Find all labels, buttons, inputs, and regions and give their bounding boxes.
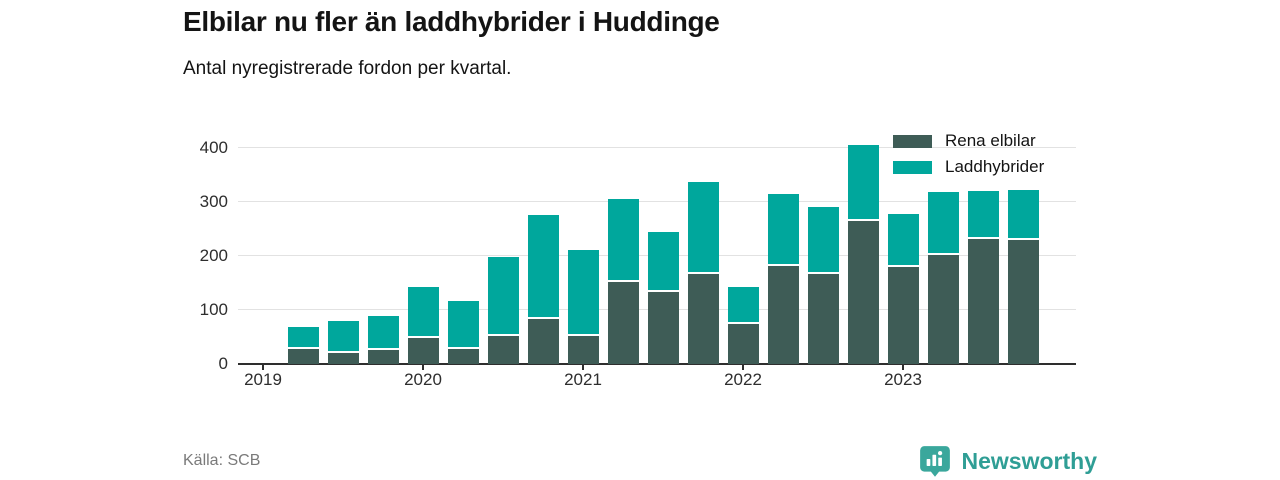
x-tick-label: 2022	[724, 370, 762, 389]
chart-title: Elbilar nu fler än laddhybrider i Huddin…	[183, 6, 720, 37]
bar-segment-laddhybrider	[887, 214, 919, 267]
bar-segment-rena-elbilar	[407, 338, 439, 364]
x-tick-label: 2019	[244, 370, 282, 389]
bar-segment-laddhybrider	[367, 315, 399, 350]
bar-segment-laddhybrider	[1007, 189, 1039, 240]
bar-segment-rena-elbilar	[447, 349, 479, 364]
bar-segment-laddhybrider	[967, 190, 999, 239]
bar-segment-rena-elbilar	[807, 274, 839, 364]
bar-segment-rena-elbilar	[727, 323, 759, 364]
bar-segment-rena-elbilar	[527, 318, 559, 364]
y-tick-label: 400	[199, 138, 228, 157]
bar-segment-rena-elbilar	[487, 335, 519, 364]
bar-segment-rena-elbilar	[567, 335, 599, 364]
legend-item: Rena elbilar	[893, 128, 1044, 154]
legend-swatch	[893, 134, 932, 148]
bar-segment-rena-elbilar	[287, 349, 319, 364]
x-axis-line	[238, 363, 1076, 365]
x-tick-mark	[742, 364, 744, 370]
chart-subtitle: Antal nyregistrerade fordon per kvartal.	[183, 58, 512, 79]
bar-segment-laddhybrider	[687, 182, 719, 275]
bar-segment-rena-elbilar	[847, 220, 879, 364]
bar-segment-rena-elbilar	[767, 266, 799, 364]
x-tick-mark	[422, 364, 424, 370]
bar-segment-rena-elbilar	[607, 282, 639, 364]
legend-label: Rena elbilar	[945, 131, 1036, 150]
x-tick-label: 2020	[404, 370, 442, 389]
y-tick-label: 200	[199, 246, 228, 265]
bar-segment-laddhybrider	[927, 191, 959, 256]
y-tick-label: 0	[218, 354, 228, 373]
bar-segment-rena-elbilar	[647, 291, 679, 364]
bar-segment-rena-elbilar	[1007, 239, 1039, 364]
bar-segment-rena-elbilar	[367, 349, 399, 364]
bar-segment-laddhybrider	[767, 193, 799, 267]
y-tick-label: 300	[199, 192, 228, 211]
x-tick-mark	[582, 364, 584, 370]
newsworthy-badge-icon	[919, 446, 950, 477]
bar-segment-laddhybrider	[287, 327, 319, 350]
gridline-400	[238, 147, 1076, 148]
bar-segment-laddhybrider	[727, 287, 759, 324]
bar-segment-laddhybrider	[807, 207, 839, 275]
legend-swatch	[893, 160, 932, 174]
x-tick-mark	[262, 364, 264, 370]
x-tick-mark	[902, 364, 904, 370]
legend-item: Laddhybrider	[893, 154, 1044, 180]
bar-segment-rena-elbilar	[327, 352, 359, 364]
bar-segment-laddhybrider	[607, 198, 639, 283]
y-tick-label: 100	[199, 300, 228, 319]
bar-segment-rena-elbilar	[967, 238, 999, 364]
source-note: Källa: SCB	[183, 452, 261, 469]
bar-segment-rena-elbilar	[927, 255, 959, 364]
bar-segment-laddhybrider	[527, 214, 559, 319]
brand-name: Newsworthy	[961, 447, 1097, 474]
newsworthy-logo: Newsworthy	[918, 444, 1097, 478]
bar-segment-rena-elbilar	[887, 266, 919, 364]
x-tick-label: 2023	[884, 370, 922, 389]
bar-segment-laddhybrider	[407, 286, 439, 339]
bar-segment-laddhybrider	[447, 300, 479, 350]
bar-segment-laddhybrider	[487, 257, 519, 336]
bar-segment-laddhybrider	[647, 231, 679, 292]
bar-chart-plot-area	[238, 128, 1076, 370]
bar-segment-laddhybrider	[567, 249, 599, 336]
x-tick-label: 2021	[564, 370, 602, 389]
chart-legend: Rena elbilar Laddhybrider	[893, 128, 1044, 180]
bar-segment-rena-elbilar	[687, 274, 719, 364]
gridline-300	[238, 201, 1076, 202]
legend-label: Laddhybrider	[945, 157, 1045, 176]
bar-segment-laddhybrider	[847, 145, 879, 221]
bar-segment-laddhybrider	[327, 320, 359, 353]
